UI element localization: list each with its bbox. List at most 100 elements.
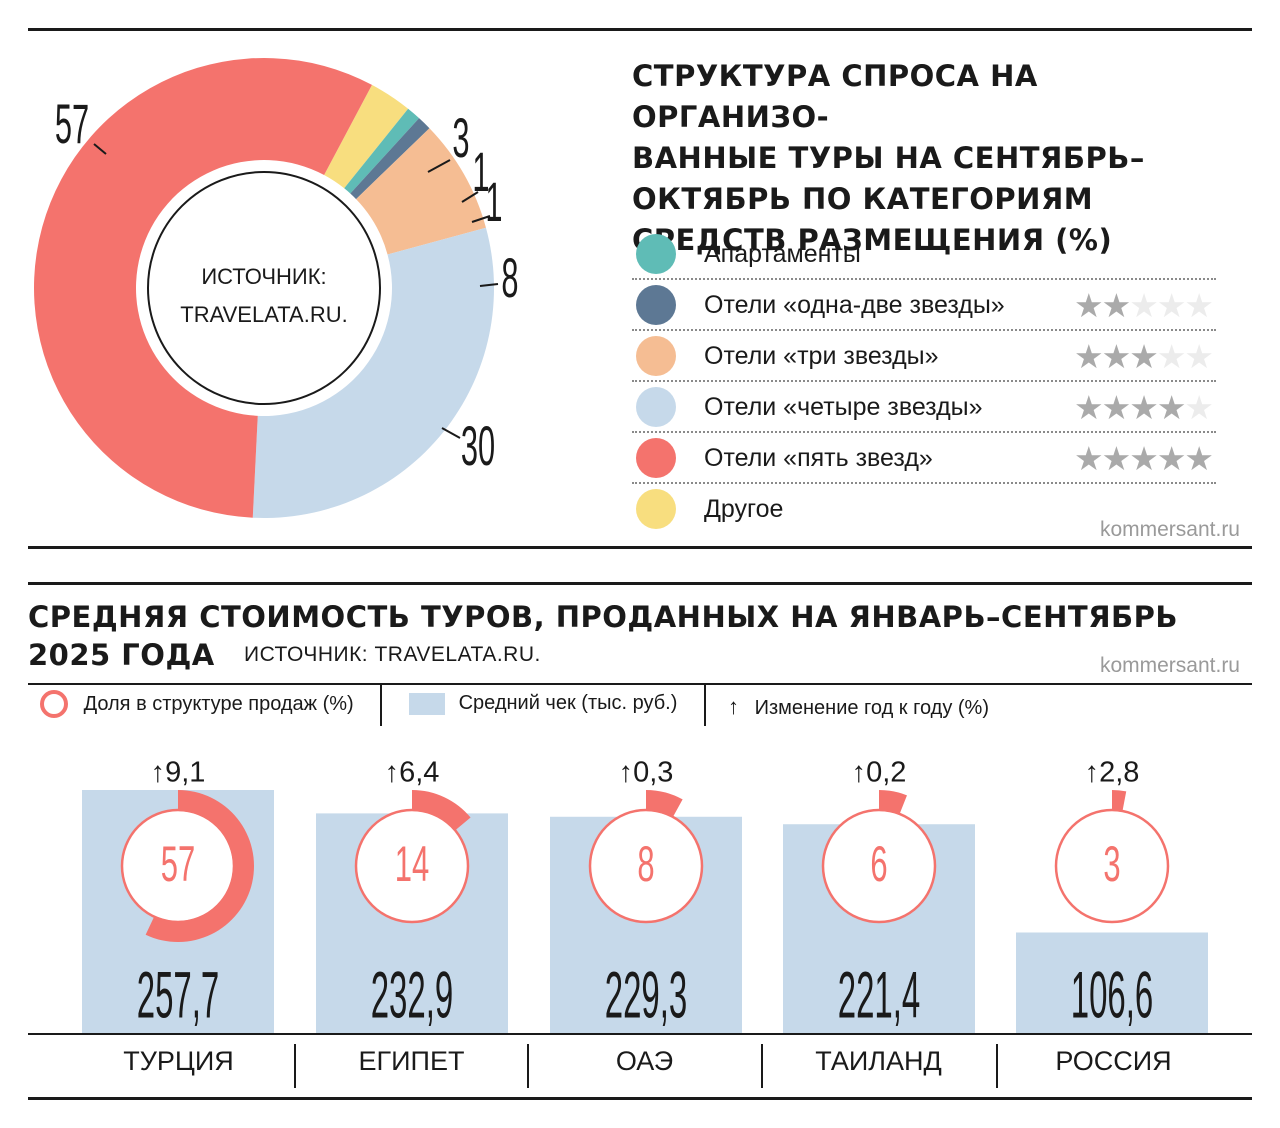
baseline-rule xyxy=(28,1033,1252,1035)
legend-share-label: Доля в структуре продаж (%) xyxy=(83,692,354,715)
legend-separator xyxy=(632,329,1216,331)
section2-top-rule xyxy=(28,582,1252,585)
legend-swatch-icon xyxy=(636,387,676,427)
donut-slice xyxy=(356,128,486,255)
check-label: 232,9 xyxy=(371,959,454,1032)
legend-share: Доля в структуре продаж (%) xyxy=(40,690,354,718)
star-icon: ★ xyxy=(1101,338,1132,375)
country-divider xyxy=(761,1044,763,1088)
chart2-source: ИСТОЧНИК: TRAVELATA.RU. xyxy=(244,643,541,666)
star-icon: ★ xyxy=(1074,287,1104,324)
legend-swatch-icon xyxy=(636,336,676,376)
legend-swatch-icon xyxy=(636,438,676,478)
country-label: ТУРЦИЯ xyxy=(123,1046,234,1076)
legend2-top-rule xyxy=(28,683,1252,685)
country-divider xyxy=(996,1044,998,1088)
arrow-up-icon: ↑ xyxy=(728,694,739,719)
country-label: ЕГИПЕТ xyxy=(358,1046,465,1076)
star-icon: ★ xyxy=(1074,440,1104,477)
bottom-rule xyxy=(28,1097,1252,1100)
legend-check: Средний чек (тыс. руб.) xyxy=(409,692,677,715)
credit-kommersant: kommersant.ru xyxy=(1099,518,1240,541)
check-label: 106,6 xyxy=(1071,959,1154,1032)
donut-slice xyxy=(324,84,409,189)
legend-separator xyxy=(632,278,1216,280)
star-icon: ★ xyxy=(1101,287,1132,324)
share-label: 57 xyxy=(161,836,195,892)
legend-change-label: Изменение год к году (%) xyxy=(754,697,989,719)
change-label: ↑9,1 xyxy=(151,757,206,789)
change-label: ↑2,8 xyxy=(1085,757,1140,789)
star-icon: ★ xyxy=(1129,389,1159,426)
source-circle xyxy=(147,171,381,405)
star-icon: ★ xyxy=(1101,389,1132,426)
star-rating-icon: ★★★★★ xyxy=(1074,389,1214,426)
donut-slice xyxy=(252,227,494,518)
donut-leader-line xyxy=(461,191,479,203)
legend-label: Апартаменты xyxy=(704,240,861,268)
share-label: 6 xyxy=(870,836,887,892)
star-icon: ★ xyxy=(1184,440,1214,477)
star-rating-icon: ★★★★★ xyxy=(1074,287,1214,324)
legend-divider xyxy=(704,684,706,726)
chart1-title-line: ОКТЯБРЬ ПО КАТЕГОРИЯМ xyxy=(632,182,1094,216)
credit-kommersant-2: kommersant.ru xyxy=(1099,654,1240,677)
legend-separator xyxy=(632,482,1216,484)
star-icon: ★ xyxy=(1184,287,1214,324)
donut-slice-label: 1 xyxy=(485,170,502,233)
legend-label: Отели «пять звезд» xyxy=(704,444,933,472)
donut-leader-line xyxy=(479,283,499,287)
star-icon: ★ xyxy=(1156,338,1187,375)
share-arc xyxy=(1112,790,1127,812)
top-rule xyxy=(28,28,1252,31)
share-arc xyxy=(145,790,255,943)
legend-separator xyxy=(632,380,1216,382)
check-label: 229,3 xyxy=(605,959,688,1032)
star-icon: ★ xyxy=(1129,440,1159,477)
star-icon: ★ xyxy=(1101,440,1132,477)
share-label: 8 xyxy=(637,836,654,892)
chart2-title-line: СРЕДНЯЯ СТОИМОСТЬ ТУРОВ, ПРОДАННЫХ НА ЯН… xyxy=(28,600,1178,634)
chart2-title-line: 2025 ГОДА xyxy=(28,638,215,672)
legend-item: Отели «три звезды» ★★★★★ xyxy=(632,332,1216,382)
check-label: 257,7 xyxy=(137,959,220,1032)
share-label: 3 xyxy=(1103,836,1120,892)
legend-item: Отели «одна-две звезды» ★★★★★ xyxy=(632,281,1216,331)
donut-slice-label: 30 xyxy=(461,414,495,477)
donut-slice xyxy=(34,57,372,518)
legend-item: Отели «четыре звезды» ★★★★★ xyxy=(632,383,1216,433)
legend-separator xyxy=(632,431,1216,433)
chart1-title: СТРУКТУРА СПРОСА НА ОРГАНИЗО- ВАННЫЕ ТУР… xyxy=(632,56,1232,261)
donut-slice xyxy=(350,118,430,200)
chart1-title-line: ВАННЫЕ ТУРЫ НА СЕНТЯБРЬ– xyxy=(632,141,1145,175)
share-label: 14 xyxy=(395,836,429,892)
bar-swatch-icon xyxy=(409,692,445,715)
country-label: ТАИЛАНД xyxy=(815,1046,942,1076)
star-rating-icon: ★★★★★ xyxy=(1074,440,1214,477)
country-label: ОАЭ xyxy=(615,1046,674,1076)
bar xyxy=(1016,932,1208,1033)
source-line-1: ИСТОЧНИК: xyxy=(201,264,326,289)
star-icon: ★ xyxy=(1184,389,1214,426)
legend-label: Отели «три звезды» xyxy=(704,342,939,370)
legend-item: Другое xyxy=(632,485,1216,535)
change-label: ↑0,2 xyxy=(852,757,907,789)
change-label: ↑0,3 xyxy=(619,757,674,789)
country-label: РОССИЯ xyxy=(1055,1046,1172,1076)
chart1-title-line: СРЕДСТВ РАЗМЕЩЕНИЯ (%) xyxy=(632,223,1113,257)
legend-check-label: Средний чек (тыс. руб.) xyxy=(458,692,678,715)
star-rating-icon: ★★★★★ xyxy=(1074,338,1214,375)
legend-label: Отели «одна-две звезды» xyxy=(704,291,1005,319)
donut-slice-label: 8 xyxy=(501,246,518,309)
share-arc xyxy=(412,790,471,831)
legend-change: ↑ Изменение год к году (%) xyxy=(728,694,989,720)
country-divider xyxy=(527,1044,529,1088)
star-icon: ★ xyxy=(1156,440,1187,477)
chart2-title: СРЕДНЯЯ СТОИМОСТЬ ТУРОВ, ПРОДАННЫХ НА ЯН… xyxy=(28,598,1248,674)
bar-chart: 57 257,7 ↑9,1 14 232,9 ↑6,4 8 229,3 ↑0,3 6 221,4 ↑0… xyxy=(82,757,1208,1033)
star-icon: ★ xyxy=(1129,287,1159,324)
star-icon: ★ xyxy=(1129,338,1159,375)
legend-swatch-icon xyxy=(636,234,676,274)
legend-divider xyxy=(380,684,382,726)
